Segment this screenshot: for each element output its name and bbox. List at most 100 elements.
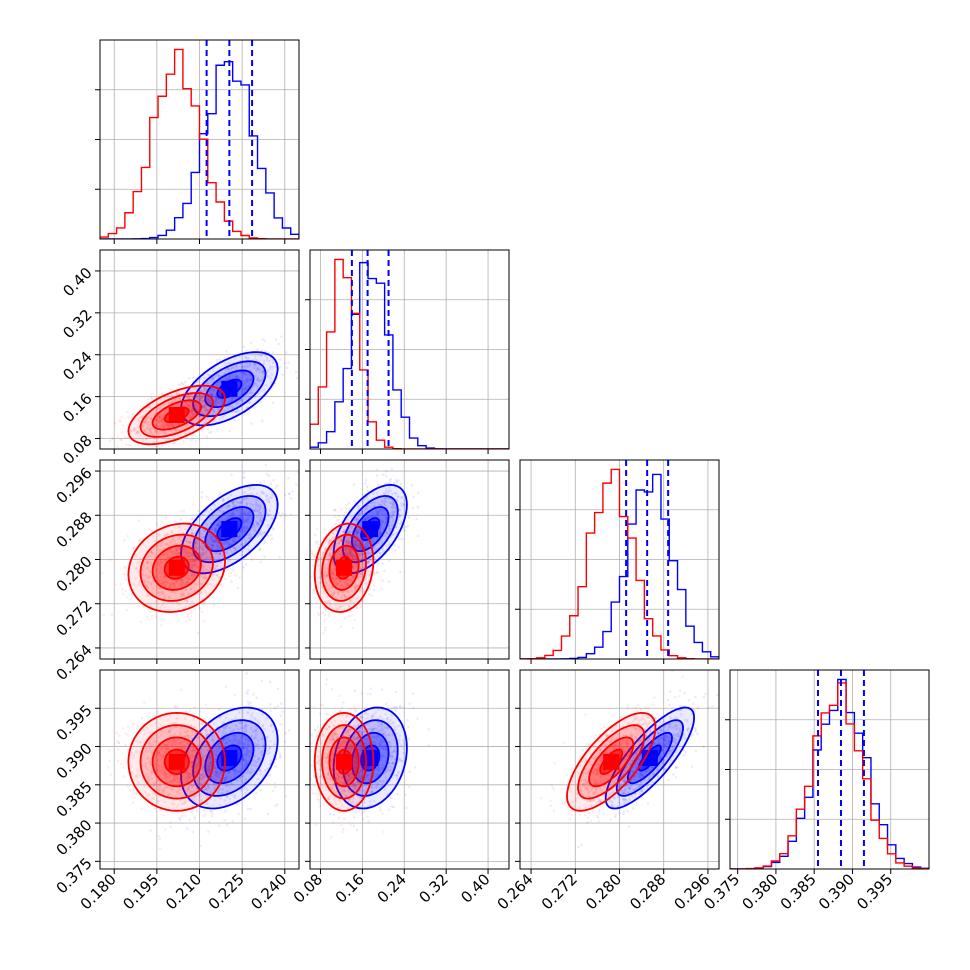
scatter-point xyxy=(229,775,232,779)
scatter-point xyxy=(209,412,212,416)
scatter-point xyxy=(223,519,226,522)
scatter-point xyxy=(137,453,140,456)
scatter-point xyxy=(368,558,372,561)
scatter-point xyxy=(217,374,220,378)
scatter-point xyxy=(227,735,230,739)
scatter-point xyxy=(133,454,136,457)
scatter-point xyxy=(355,529,359,533)
scatter-point xyxy=(368,567,372,570)
scatter-point xyxy=(159,572,162,575)
scatter-point xyxy=(169,539,173,543)
scatter-point xyxy=(388,527,392,531)
scatter-point xyxy=(218,773,221,776)
scatter-point xyxy=(237,545,241,549)
scatter-point xyxy=(268,680,272,684)
scatter-point xyxy=(252,523,256,526)
scatter-point xyxy=(179,579,183,583)
scatter-point xyxy=(244,691,248,694)
scatter-point xyxy=(216,523,220,527)
scatter-point xyxy=(200,532,204,536)
scatter-point xyxy=(353,539,356,543)
scatter-point xyxy=(286,476,290,480)
scatter-point xyxy=(227,739,231,743)
scatter-point xyxy=(325,582,328,585)
scatter-point xyxy=(154,444,158,448)
scatter-point xyxy=(175,549,178,553)
scatter-point xyxy=(407,516,411,519)
scatter-point xyxy=(337,593,340,597)
scatter-point xyxy=(237,501,240,505)
scatter-point xyxy=(412,495,416,499)
scatter-point xyxy=(355,585,359,588)
scatter-point xyxy=(199,590,202,594)
scatter-point xyxy=(225,724,229,728)
scatter-point xyxy=(211,369,215,373)
scatter-point xyxy=(174,551,178,554)
scatter-point xyxy=(144,545,148,548)
scatter-point xyxy=(171,552,175,556)
scatter-point xyxy=(363,518,367,522)
scatter-point xyxy=(243,730,247,734)
scatter-point xyxy=(162,581,165,585)
scatter-point xyxy=(223,577,227,580)
scatter-point xyxy=(193,817,197,820)
scatter-point xyxy=(234,769,237,773)
scatter-point xyxy=(179,582,183,585)
scatter-point xyxy=(357,513,360,517)
scatter-point xyxy=(162,547,166,550)
scatter-point xyxy=(146,555,150,558)
scatter-point xyxy=(255,369,258,372)
scatter-point xyxy=(170,590,174,593)
scatter-point xyxy=(345,583,349,587)
scatter-point xyxy=(175,581,179,584)
scatter-point xyxy=(345,552,349,556)
scatter-point xyxy=(311,551,314,555)
scatter-point xyxy=(204,754,207,757)
scatter-point xyxy=(389,489,392,492)
scatter-point xyxy=(377,534,381,538)
scatter-point xyxy=(215,524,219,528)
scatter-point xyxy=(199,389,202,393)
scatter-point xyxy=(138,560,142,563)
scatter-point xyxy=(215,373,219,377)
scatter-point xyxy=(256,757,260,761)
scatter-point xyxy=(204,409,207,413)
scatter-point xyxy=(389,477,393,481)
scatter-point xyxy=(323,600,327,604)
scatter-point xyxy=(209,537,212,541)
scatter-point xyxy=(215,552,219,555)
scatter-point xyxy=(392,481,396,485)
scatter-point xyxy=(200,569,204,573)
scatter-point xyxy=(238,721,242,725)
scatter-point xyxy=(190,609,194,613)
scatter-point xyxy=(205,435,209,439)
scatter-point xyxy=(385,500,388,503)
scatter-point xyxy=(213,527,217,531)
scatter-point xyxy=(209,399,212,403)
scatter-point xyxy=(199,393,203,397)
scatter-point xyxy=(129,429,132,433)
scatter-point xyxy=(172,441,176,445)
scatter-point xyxy=(215,773,219,777)
scatter-point xyxy=(260,737,264,741)
scatter-point xyxy=(368,516,371,519)
scatter-point xyxy=(160,560,163,563)
scatter-point xyxy=(155,600,158,603)
scatter-point xyxy=(355,543,359,546)
scatter-point xyxy=(149,396,153,399)
scatter-point xyxy=(209,517,213,521)
scatter-point xyxy=(200,547,204,551)
scatter-point xyxy=(191,413,195,417)
scatter-point xyxy=(245,502,249,505)
scatter-point xyxy=(201,776,205,779)
scatter-point xyxy=(218,746,221,750)
scatter-point xyxy=(190,411,193,415)
scatter-point xyxy=(245,349,248,352)
scatter-point xyxy=(163,558,166,562)
scatter-point xyxy=(174,580,178,583)
scatter-point xyxy=(359,547,362,551)
scatter-point xyxy=(199,554,202,557)
scatter-point xyxy=(345,546,348,550)
scatter-point xyxy=(178,397,181,400)
scatter-point xyxy=(279,514,283,518)
